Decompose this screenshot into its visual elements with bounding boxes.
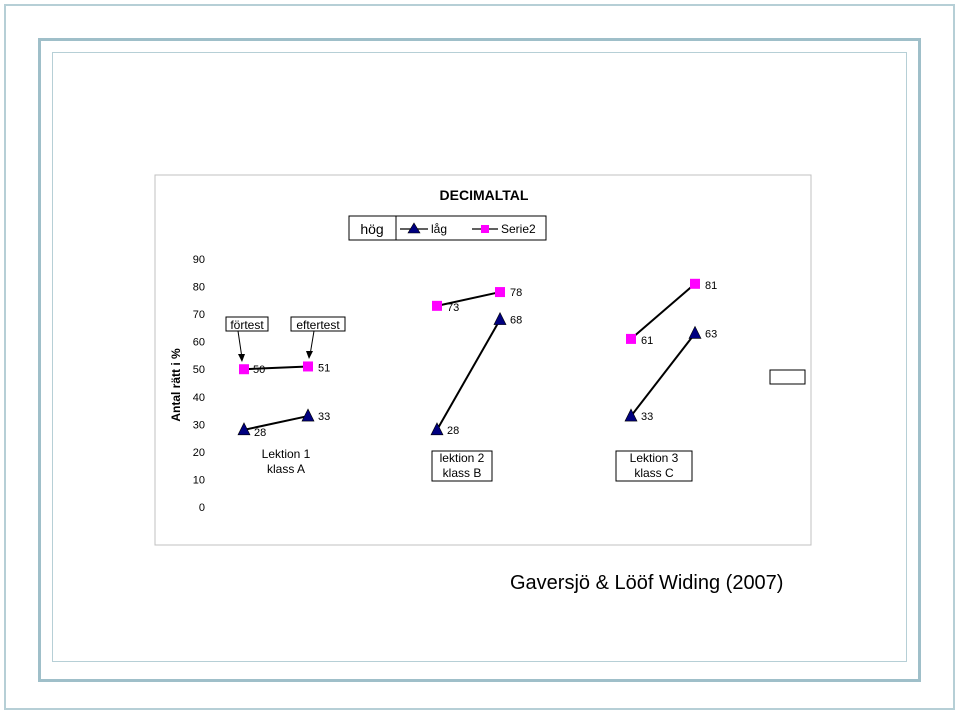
annotation-arrow: [237, 330, 243, 359]
y-tick-label: 50: [193, 364, 205, 376]
middle-frame: [38, 38, 921, 682]
data-label: 50: [253, 364, 265, 376]
data-point-square: [432, 300, 442, 311]
y-tick-label: 40: [193, 392, 205, 404]
inner-frame: [52, 52, 907, 662]
data-label: 61: [641, 335, 653, 347]
annotation-text: klass C: [634, 466, 674, 480]
y-tick-label: 90: [193, 254, 205, 266]
data-point-triangle: [624, 408, 638, 422]
data-label: 63: [705, 328, 717, 340]
data-label: 73: [447, 302, 459, 314]
arrowhead-icon: [306, 351, 313, 359]
y-tick-label: 20: [193, 447, 205, 459]
data-label: 28: [447, 425, 459, 437]
annotation-box: [225, 316, 269, 332]
series-segment-line: [630, 283, 696, 340]
data-point-square: [626, 333, 636, 344]
data-point-triangle: [301, 408, 315, 422]
series-segment-line: [243, 365, 309, 371]
legend-square-marker: [481, 225, 489, 233]
legend-label-low: låg: [431, 222, 447, 236]
y-tick-label: 0: [199, 502, 205, 514]
empty-box: [769, 369, 806, 385]
series-segment-line: [436, 291, 501, 307]
annotation-text: eftertest: [296, 318, 340, 332]
series-segment-line: [243, 415, 309, 431]
y-axis-label: Antal rätt i %: [169, 348, 183, 422]
data-point-triangle: [430, 422, 444, 436]
annotation-box: [431, 450, 493, 482]
arrowhead-icon: [238, 354, 245, 362]
legend-triangle-marker: [407, 222, 421, 234]
data-point-triangle: [237, 422, 251, 436]
legend-title: hög: [360, 221, 383, 237]
data-point-square: [303, 361, 313, 372]
data-label: 81: [705, 280, 717, 292]
legend-label-serie2: Serie2: [501, 222, 536, 236]
annotation-text: lektion 2: [440, 451, 485, 465]
annotation-text: förtest: [230, 318, 264, 332]
data-label: 33: [318, 411, 330, 423]
legend: hög låg Serie2: [348, 215, 547, 241]
data-label: 78: [510, 287, 522, 299]
legend-title-box: [348, 215, 397, 241]
data-point-square: [690, 278, 700, 289]
data-label: 51: [318, 362, 330, 374]
annotation-text: Lektion 3: [630, 451, 679, 465]
data-point-square: [239, 364, 249, 375]
chart-title: DECIMALTAL: [440, 187, 529, 203]
series-segment-line: [630, 332, 696, 417]
data-point-square: [495, 287, 505, 298]
annotation-text: klass B: [443, 466, 482, 480]
data-label: 33: [641, 411, 653, 423]
data-label: 28: [254, 427, 266, 439]
annotation-text: Lektion 1: [262, 447, 311, 461]
y-tick-label: 70: [193, 309, 205, 321]
series-segment-line: [436, 319, 501, 431]
annotation-box: [615, 450, 693, 482]
y-tick-label: 60: [193, 337, 205, 349]
credit-text: Gaversjö & Lööf Widing (2007): [510, 572, 784, 594]
y-tick-label: 80: [193, 282, 205, 294]
data-point-triangle: [493, 311, 507, 325]
y-tick-label: 10: [193, 474, 205, 486]
y-tick-label: 30: [193, 419, 205, 431]
data-point-triangle: [688, 325, 702, 339]
annotation-text: klass A: [267, 462, 305, 476]
outer-frame: [4, 4, 955, 710]
data-label: 68: [510, 315, 522, 327]
annotation-box: [290, 316, 346, 332]
